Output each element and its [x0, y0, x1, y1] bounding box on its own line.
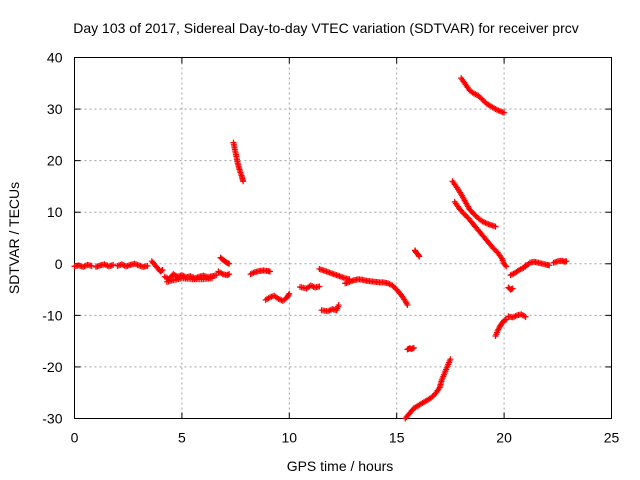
y-tick-label: 40: [47, 50, 63, 66]
y-tick-label: 20: [47, 153, 63, 169]
data-point: [159, 266, 166, 273]
data-series: [318, 302, 342, 315]
data-point: [316, 283, 323, 290]
chart-title: Day 103 of 2017, Sidereal Day-to-day VTE…: [73, 20, 579, 36]
y-tick-label: 30: [47, 101, 63, 117]
data-series: [297, 282, 323, 292]
x-tick-label: 0: [71, 430, 79, 446]
x-tick-label: 5: [178, 430, 186, 446]
y-tick-label: -10: [42, 307, 62, 323]
data-point: [509, 285, 516, 292]
data-point: [250, 269, 257, 276]
x-tick-label: 10: [282, 430, 298, 446]
data-point: [110, 261, 117, 268]
axis-ticks: [74, 57, 612, 419]
data-point: [240, 178, 247, 185]
data-point: [481, 98, 488, 105]
data-point: [503, 263, 510, 270]
data-point: [120, 261, 127, 268]
data-point: [479, 96, 486, 103]
data-points: [71, 75, 570, 422]
x-tick-label: 25: [604, 430, 620, 446]
data-point: [502, 262, 509, 269]
y-tick-label: -20: [42, 359, 62, 375]
data-point: [447, 356, 454, 363]
plot-frame: [74, 57, 612, 419]
data-point: [285, 291, 292, 298]
data-series: [402, 356, 454, 422]
data-series: [215, 268, 233, 279]
data-point: [88, 262, 95, 269]
data-point: [309, 283, 316, 290]
x-tick-label: 20: [496, 430, 512, 446]
data-series: [92, 261, 117, 270]
data-point: [403, 300, 410, 307]
data-point: [492, 223, 499, 230]
data-series: [262, 290, 293, 304]
data-series: [449, 178, 499, 230]
y-tick-label: 0: [55, 256, 63, 272]
data-point: [478, 95, 485, 102]
data-series: [71, 261, 95, 270]
data-point: [81, 263, 88, 270]
data-point: [266, 268, 273, 275]
data-series: [163, 275, 215, 285]
x-axis-label: GPS time / hours: [287, 458, 394, 474]
data-point: [404, 302, 411, 309]
data-series: [505, 311, 529, 321]
data-point: [226, 271, 233, 278]
data-series: [505, 284, 516, 293]
data-point: [213, 272, 220, 279]
y-tick-label: -30: [42, 411, 62, 427]
data-series: [316, 265, 353, 283]
y-axis-label: SDTVAR / TECUs: [6, 182, 22, 294]
data-point: [144, 262, 151, 269]
data-point: [103, 261, 110, 268]
data-point: [335, 302, 342, 309]
data-point: [286, 290, 293, 297]
data-series: [492, 316, 510, 339]
grid-lines: [74, 57, 612, 419]
x-tick-labels: 0 5 10 15 20 25: [71, 430, 620, 446]
data-point: [503, 316, 510, 323]
data-series: [411, 247, 423, 260]
data-point: [546, 262, 553, 269]
y-tick-labels: -30 -20 -10 0 10 20 30 40: [42, 50, 62, 427]
data-point: [226, 260, 233, 267]
data-point: [158, 267, 165, 274]
data-point: [208, 275, 215, 282]
data-series: [114, 260, 151, 270]
data-point: [410, 344, 417, 351]
data-series: [522, 258, 553, 270]
data-series: [451, 198, 510, 270]
data-series: [230, 139, 247, 185]
y-tick-label: 10: [47, 204, 63, 220]
data-point: [501, 109, 508, 116]
data-series: [550, 257, 570, 266]
data-series: [247, 267, 273, 278]
data-series: [342, 276, 411, 309]
data-point: [386, 281, 393, 288]
data-point: [326, 307, 333, 314]
data-point: [416, 253, 423, 260]
data-series: [458, 75, 508, 116]
data-series: [148, 258, 166, 275]
data-point: [563, 258, 570, 265]
data-series: [217, 254, 233, 267]
data-point: [522, 313, 529, 320]
data-series: [404, 344, 417, 353]
x-tick-label: 15: [389, 430, 405, 446]
data-point: [512, 313, 519, 320]
